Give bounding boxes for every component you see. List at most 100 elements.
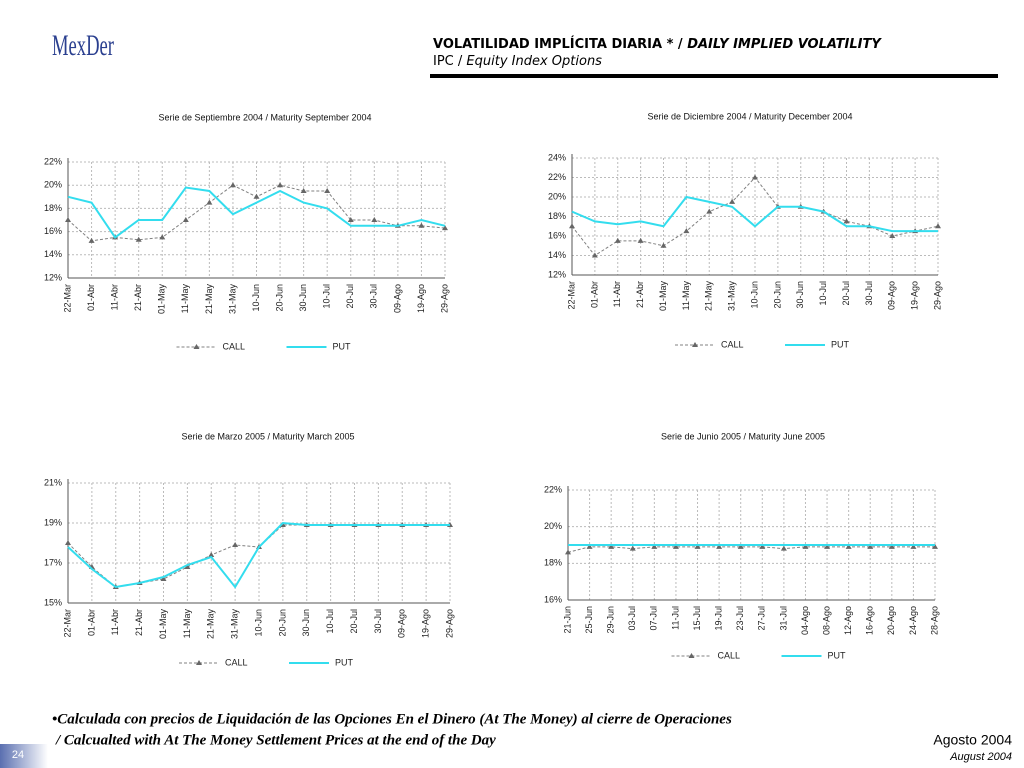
call-marker	[843, 218, 850, 224]
x-tick-label: 21-Jun	[562, 606, 572, 634]
call-marker	[135, 236, 142, 242]
call-marker	[65, 217, 71, 222]
call-marker	[229, 182, 236, 188]
x-tick-label: 11-May	[180, 284, 190, 314]
footnote-en: / Calcualted with At The Money Settlemen…	[55, 732, 496, 748]
call-marker	[780, 545, 787, 551]
x-tick-label: 22-Mar	[62, 284, 72, 313]
x-tick-label: 20-Jul	[841, 281, 851, 306]
call-marker	[160, 576, 167, 581]
call-marker	[845, 543, 852, 549]
x-tick-label: 11-Abr	[110, 609, 120, 635]
y-tick-label: 22%	[44, 156, 62, 166]
call-marker	[253, 193, 260, 199]
y-tick-label: 17%	[44, 557, 62, 567]
call-marker	[637, 237, 644, 243]
call-marker	[206, 199, 213, 205]
legend-marker	[196, 660, 202, 665]
call-marker	[824, 543, 831, 549]
call-marker	[347, 217, 354, 222]
legend-label: CALL	[718, 650, 741, 660]
legend-label: PUT	[831, 339, 850, 349]
call-marker	[932, 543, 938, 549]
page-badge	[0, 744, 48, 768]
call-marker	[277, 182, 284, 188]
chart-title: Serie de Junio 2005 / Maturity June 2005	[661, 431, 825, 441]
chart-title: Serie de Diciembre 2004 / Maturity Decem…	[647, 111, 852, 121]
x-tick-label: 20-Jun	[772, 281, 782, 309]
x-tick-label: 11-Jul	[670, 606, 680, 630]
x-tick-label: 16-Ago	[865, 606, 875, 635]
legend-marker	[193, 344, 200, 349]
y-tick-label: 16%	[44, 226, 62, 236]
x-tick-label: 01-Abr	[86, 609, 96, 636]
x-tick-label: 30-Jul	[369, 284, 379, 309]
x-tick-label: 03-Jul	[627, 606, 637, 631]
y-tick-label: 12%	[44, 272, 62, 282]
series-line	[67, 186, 446, 239]
y-tick-label: 12%	[548, 269, 566, 279]
call-marker	[418, 222, 425, 228]
x-tick-label: 21-May	[206, 609, 216, 640]
x-tick-label: 25-Jun	[584, 606, 594, 634]
call-marker	[935, 223, 941, 229]
x-tick-label: 15-Jul	[692, 606, 702, 631]
title-es: VOLATILIDAD IMPLÍCITA DIARIA * /	[433, 36, 683, 52]
x-tick-label: 29-Ago	[444, 609, 454, 638]
chart-title: Serie de Marzo 2005 / Maturity March 200…	[181, 431, 354, 441]
x-tick-label: 20-Ago	[886, 606, 896, 635]
call-marker	[660, 242, 667, 248]
x-tick-label: 09-Ago	[392, 284, 402, 313]
x-tick-label: 21-Abr	[635, 281, 645, 308]
call-marker	[672, 543, 679, 549]
x-tick-label: 04-Ago	[800, 606, 810, 635]
call-marker	[569, 223, 575, 229]
x-tick-label: 11-Abr	[110, 284, 120, 310]
logo: MexDer	[52, 29, 114, 62]
x-tick-label: 11-Abr	[612, 281, 622, 307]
call-marker	[889, 233, 896, 238]
call-marker	[88, 237, 95, 243]
call-marker	[737, 543, 744, 549]
call-marker	[65, 540, 71, 545]
call-marker	[608, 543, 615, 549]
call-marker	[184, 564, 191, 569]
x-tick-label: 30-Jun	[795, 281, 805, 309]
x-tick-label: 20-Jul	[349, 609, 359, 634]
call-marker	[802, 543, 809, 549]
x-tick-label: 19-Jul	[713, 606, 723, 631]
x-tick-label: 11-May	[182, 609, 192, 639]
y-tick-label: 16%	[544, 594, 562, 604]
x-tick-label: 30-Jul	[373, 609, 383, 634]
call-marker	[629, 545, 636, 551]
y-tick-label: 20%	[544, 521, 562, 531]
x-tick-label: 08-Ago	[821, 606, 831, 635]
x-tick-label: 30-Jul	[864, 281, 874, 306]
x-tick-label: 19-Ago	[421, 609, 431, 638]
call-marker	[591, 252, 598, 258]
call-marker	[159, 234, 166, 240]
y-tick-label: 14%	[548, 250, 566, 260]
subtitle: IPC / Equity Index Options	[433, 54, 602, 69]
x-tick-label: 29-Jun	[606, 606, 616, 634]
legend-label: CALL	[721, 339, 744, 349]
call-marker	[759, 543, 766, 549]
legend-label: PUT	[333, 341, 352, 351]
x-tick-label: 01-Abr	[86, 284, 96, 311]
call-marker	[442, 225, 448, 231]
x-tick-label: 30-Jun	[301, 609, 311, 637]
x-tick-label: 01-May	[158, 609, 168, 640]
title: VOLATILIDAD IMPLÍCITA DIARIA * / DAILY I…	[433, 36, 882, 52]
call-marker	[716, 543, 723, 549]
call-marker	[586, 543, 593, 549]
x-tick-label: 10-Jul	[322, 284, 332, 309]
x-tick-label: 31-May	[230, 609, 240, 640]
x-tick-label: 24-Ago	[908, 606, 918, 635]
x-tick-label: 28-Ago	[929, 606, 939, 635]
series-line	[567, 546, 935, 553]
y-tick-label: 15%	[44, 597, 62, 607]
x-tick-label: 09-Ago	[397, 609, 407, 638]
x-tick-label: 01-Abr	[589, 281, 599, 308]
x-tick-label: 29-Ago	[439, 284, 449, 313]
